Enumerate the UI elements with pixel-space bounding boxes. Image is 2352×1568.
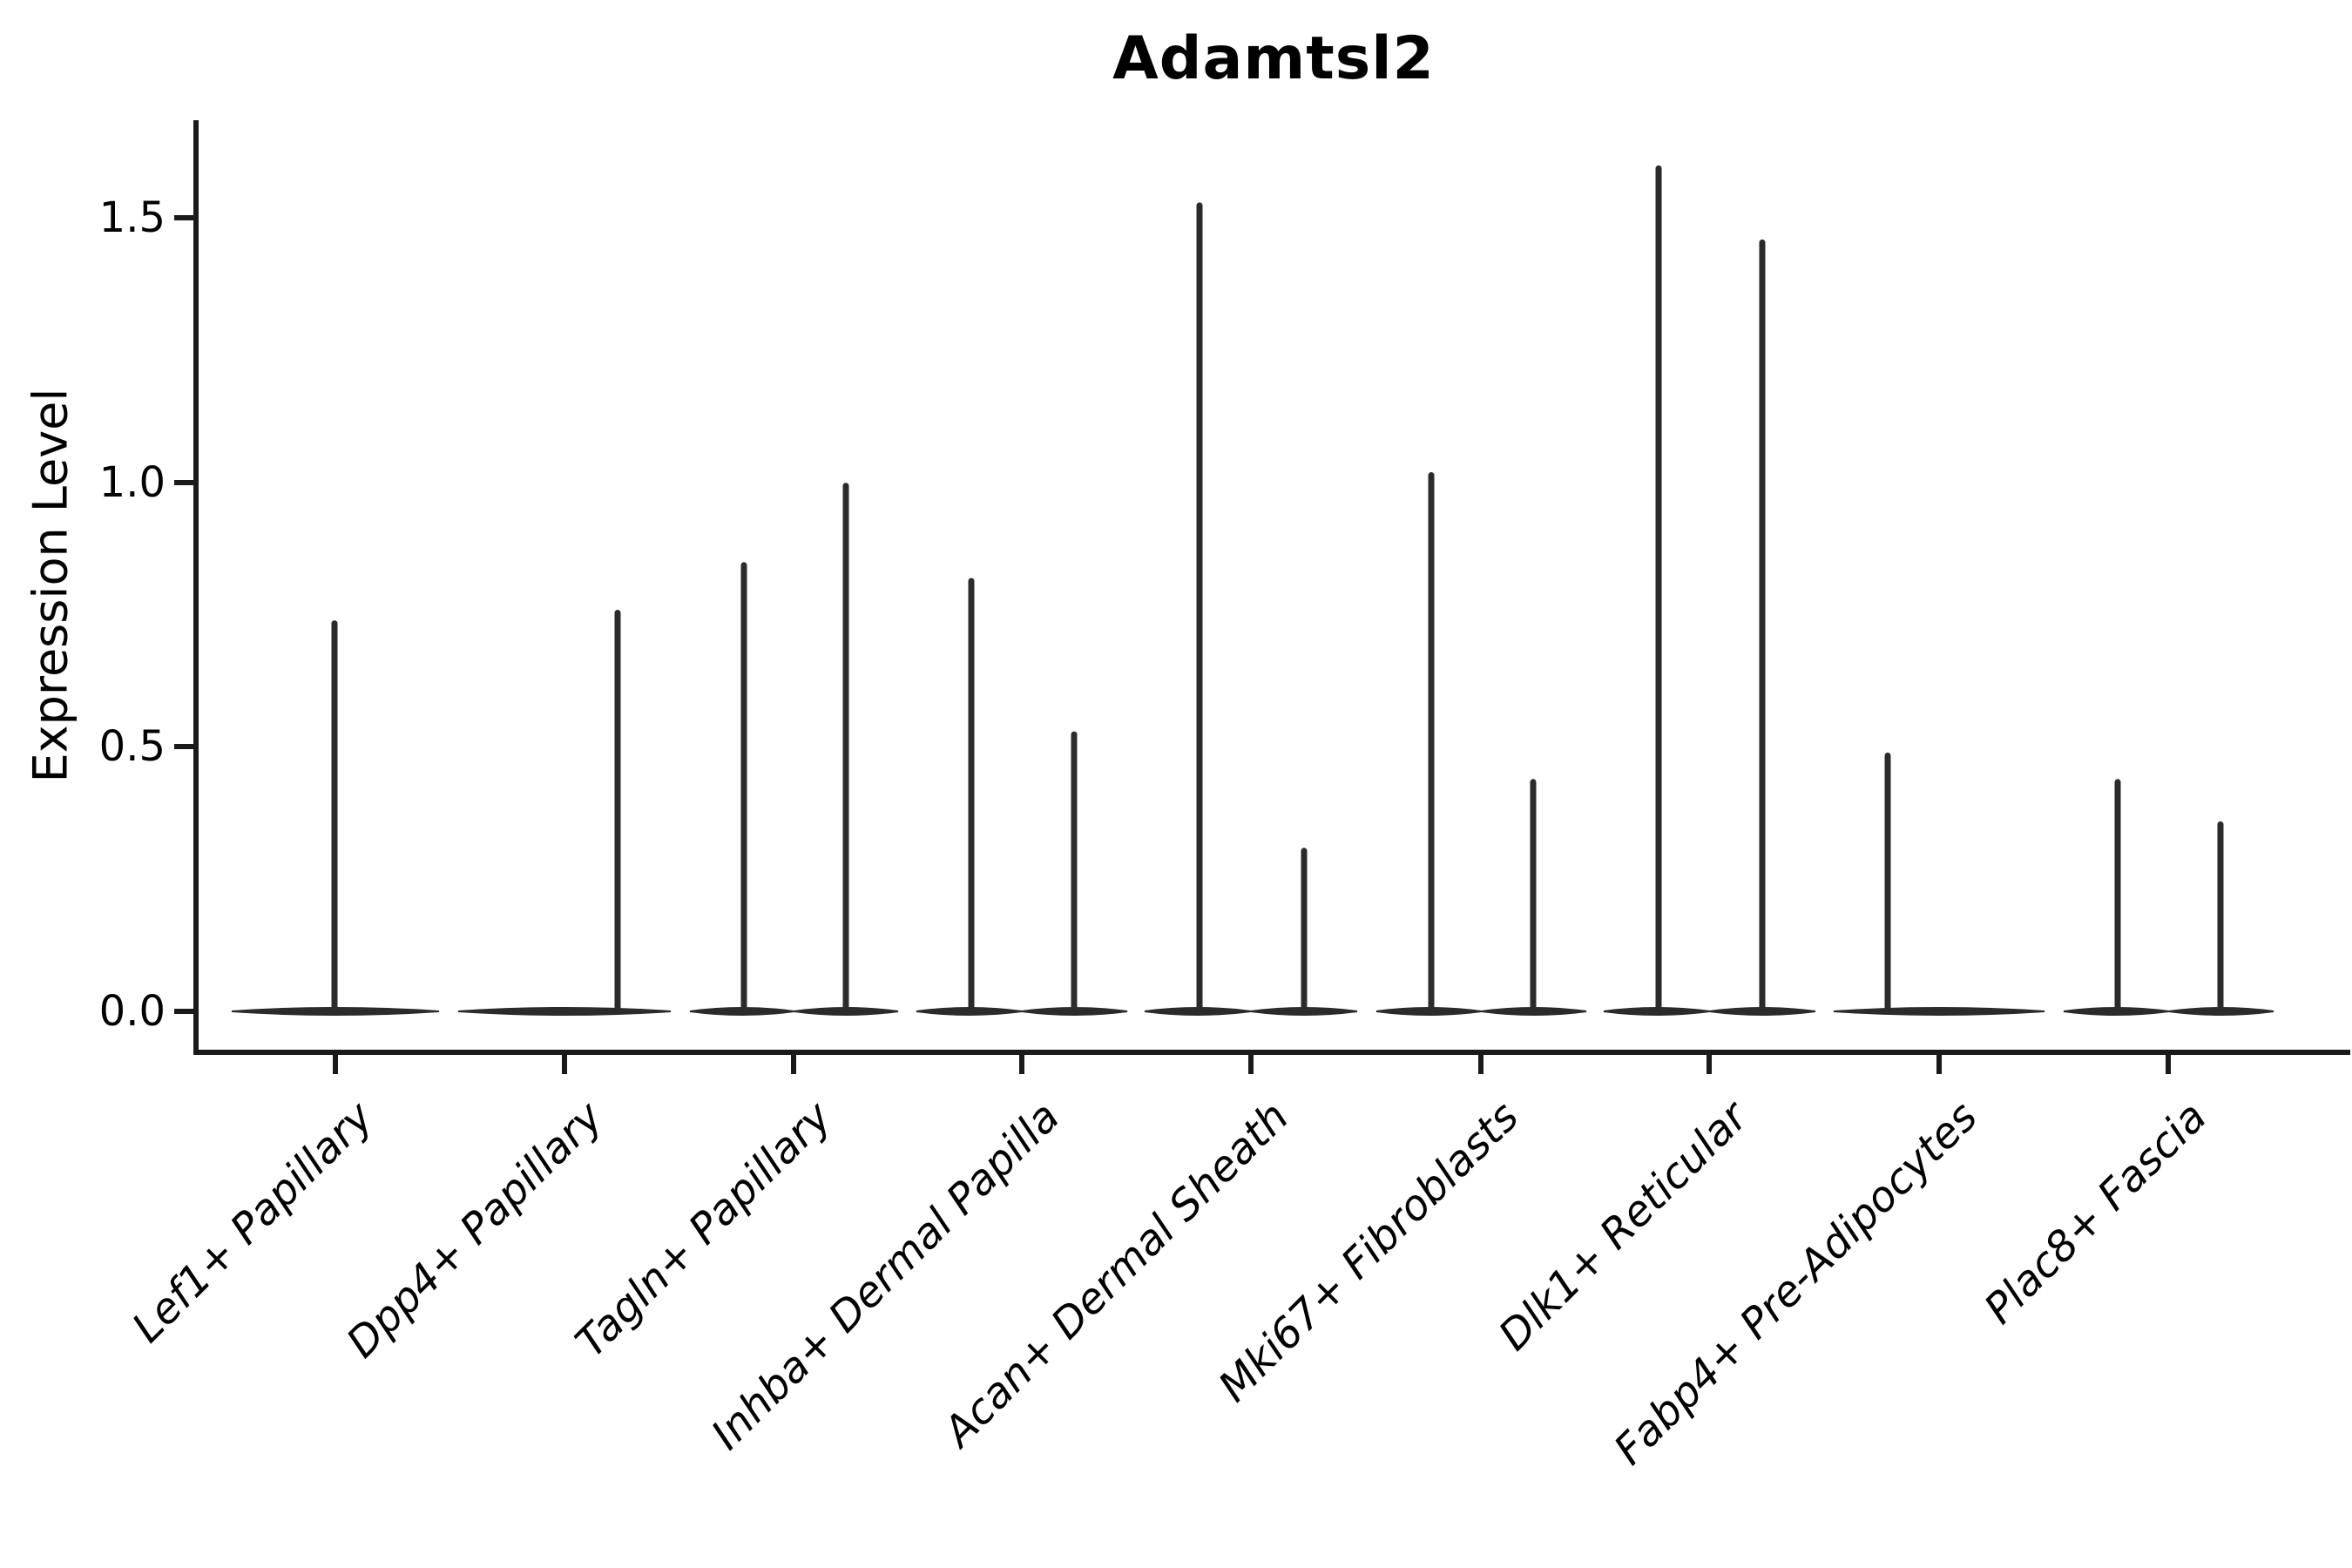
chart-title: Adamtsl2 bbox=[1112, 24, 1435, 93]
x-tick-mark bbox=[562, 1055, 567, 1074]
y-tick-label: 0.0 bbox=[98, 987, 166, 1036]
x-tick-mark bbox=[791, 1055, 796, 1074]
x-tick-mark bbox=[1707, 1055, 1712, 1074]
x-tick-mark bbox=[333, 1055, 338, 1074]
x-tick-mark bbox=[1478, 1055, 1484, 1074]
y-tick-mark bbox=[174, 744, 193, 750]
x-tick-mark bbox=[1019, 1055, 1024, 1074]
violin-zero-density bbox=[457, 1007, 672, 1016]
y-tick-label: 0.5 bbox=[98, 722, 166, 772]
y-tick-mark bbox=[174, 1009, 193, 1014]
y-tick-mark bbox=[174, 479, 193, 485]
y-tick-label: 1.5 bbox=[98, 193, 166, 243]
x-tick-mark bbox=[2166, 1055, 2171, 1074]
x-tick-mark bbox=[1936, 1055, 1942, 1074]
x-axis-spine bbox=[193, 1050, 2350, 1055]
x-tick-mark bbox=[1248, 1055, 1254, 1074]
y-tick-label: 1.0 bbox=[98, 457, 166, 507]
violin-zero-density bbox=[1833, 1007, 2045, 1016]
y-axis-spine bbox=[193, 120, 199, 1055]
y-tick-mark bbox=[174, 215, 193, 221]
